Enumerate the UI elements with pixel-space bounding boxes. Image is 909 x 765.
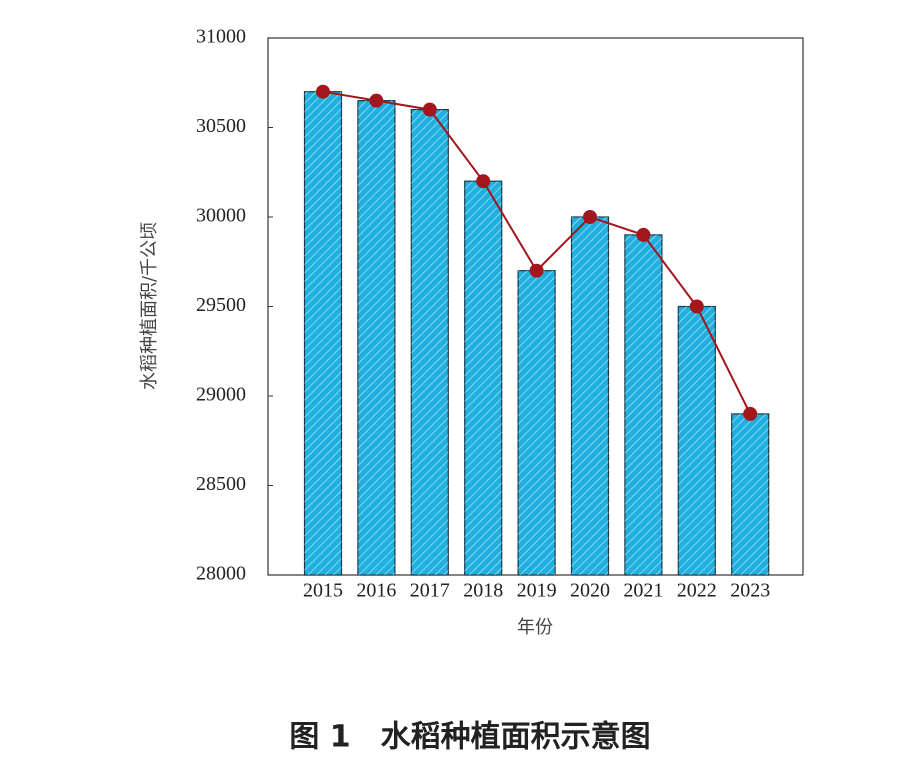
y-tick-label: 30000 — [196, 205, 246, 227]
x-tick-label: 2015 — [303, 580, 343, 602]
x-tick-label: 2022 — [677, 580, 717, 602]
x-tick-label: 2019 — [517, 580, 557, 602]
line-marker — [369, 93, 384, 108]
line-marker — [743, 406, 758, 421]
y-tick-label: 30500 — [196, 115, 246, 137]
x-axis-label: 年份 — [517, 617, 553, 638]
bar-hatch — [304, 91, 342, 575]
bar-hatch — [571, 217, 609, 575]
bar-hatch — [411, 109, 449, 575]
line-marker — [316, 84, 330, 99]
y-tick-label: 29500 — [196, 294, 246, 316]
y-axis-label: 水稻种植面积/千公顷 — [139, 222, 160, 390]
y-tick-label: 29000 — [196, 384, 246, 406]
line-marker — [583, 210, 597, 224]
bar-hatch — [731, 413, 769, 575]
bar-hatch — [464, 181, 502, 575]
bar-hatch — [518, 270, 556, 575]
line-marker — [422, 102, 437, 117]
y-tick-label: 28500 — [196, 473, 246, 495]
x-tick-label: 2023 — [730, 580, 770, 602]
bar-hatch — [357, 100, 395, 576]
y-tick-label: 28000 — [196, 563, 246, 585]
y-tick-label: 31000 — [196, 26, 246, 48]
line-marker — [636, 227, 651, 242]
line-marker — [689, 299, 704, 314]
line-marker — [529, 263, 544, 278]
x-tick-label: 2016 — [356, 580, 396, 602]
chart-title: 图 1 水稻种植面积示意图 — [289, 720, 650, 755]
x-tick-label: 2021 — [623, 580, 663, 602]
x-tick-label: 2018 — [463, 580, 503, 602]
x-tick-label: 2017 — [410, 580, 450, 602]
line-marker — [476, 174, 491, 189]
bar-hatch — [624, 234, 662, 575]
x-tick-label: 2020 — [570, 580, 610, 602]
bar-hatch — [678, 306, 716, 575]
